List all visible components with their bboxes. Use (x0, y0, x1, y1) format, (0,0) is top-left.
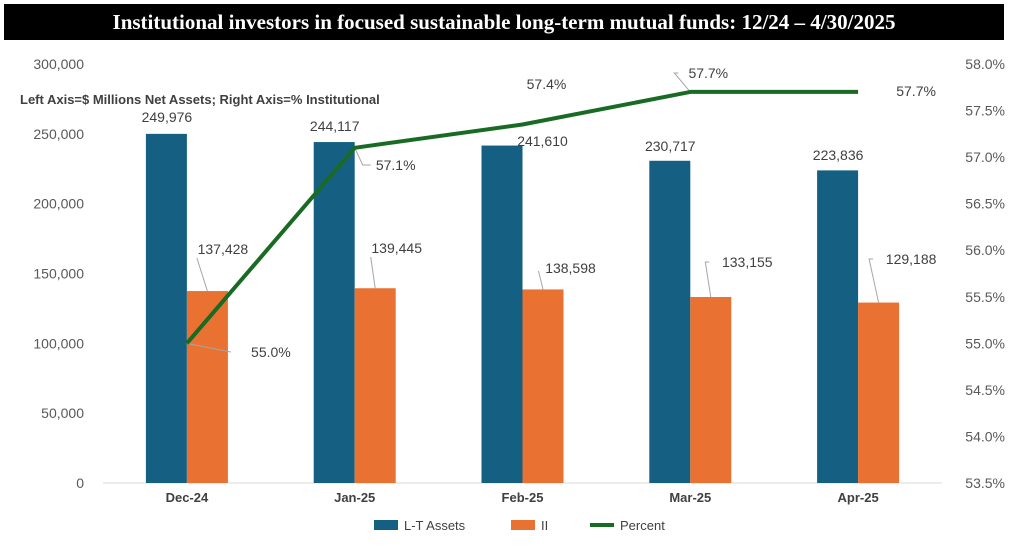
ii-bar (186, 291, 228, 483)
leader-lines (186, 72, 880, 353)
category-label: Dec-24 (166, 490, 209, 505)
category-label: Jan-25 (334, 490, 375, 505)
right-axis-tick-label: 56.0% (965, 242, 1005, 258)
category-label: Mar-25 (669, 490, 711, 505)
percent-data-label: 57.4% (527, 76, 567, 92)
left-axis-tick-label: 150,000 (33, 266, 84, 282)
legend-label: Percent (620, 518, 665, 533)
lt-assets-bar (817, 170, 859, 483)
lt-assets-bar (313, 142, 355, 483)
legend-swatch (511, 520, 535, 530)
category-labels: Dec-24 Jan-25 Feb-25 Mar-25 Apr-25 (166, 490, 879, 505)
bar-series (145, 133, 900, 483)
percent-data-label: 57.7% (688, 65, 728, 81)
percent-line-series (185, 89, 859, 345)
chart-title: Institutional investors in focused susta… (4, 4, 1004, 40)
right-axis-tick-label: 55.5% (965, 289, 1005, 305)
ii-leader-line (704, 261, 712, 298)
ii-bar (690, 297, 732, 483)
lt-assets-bar (649, 160, 691, 483)
category-label: Apr-25 (838, 490, 879, 505)
lt-assets-data-label: 223,836 (813, 147, 864, 163)
legend-label: L-T Assets (404, 518, 466, 533)
right-axis-tick-label: 54.0% (965, 428, 1005, 444)
ii-leader-line (538, 270, 544, 290)
left-axis-tick-label: 250,000 (33, 126, 84, 142)
data-labels: 249,976 244,117 241,610 230,717 223,836 137,4… (142, 65, 937, 360)
lt-assets-data-label: 241,610 (517, 133, 568, 149)
left-axis-tick-label: 0 (76, 475, 84, 491)
ii-bar (522, 289, 564, 483)
ii-bar (354, 288, 396, 483)
ii-data-label: 133,155 (722, 254, 773, 270)
lt-assets-bar (145, 133, 187, 483)
percent-leader-line (186, 342, 231, 353)
left-axis-tick-label: 300,000 (33, 56, 84, 72)
ii-leader-line (370, 256, 376, 289)
right-axis-tick-label: 57.0% (965, 149, 1005, 165)
category-label: Feb-25 (502, 490, 544, 505)
percent-leader-line (354, 147, 371, 166)
ii-data-label: 129,188 (886, 251, 937, 267)
left-axis-tick-label: 50,000 (41, 405, 84, 421)
chart-subtitle: Left Axis=$ Millions Net Assets; Right A… (20, 92, 380, 107)
right-axis-tick-label: 56.5% (965, 196, 1005, 212)
percent-data-label: 55.0% (251, 344, 291, 360)
percent-data-label: 57.1% (376, 157, 416, 173)
lt-assets-data-label: 249,976 (142, 109, 193, 125)
left-axis-tick-label: 100,000 (33, 335, 84, 351)
ii-bar (858, 302, 900, 483)
right-axis-tick-label: 58.0% (965, 56, 1005, 72)
legend-swatch (374, 520, 398, 530)
right-axis-tick-label: 54.5% (965, 382, 1005, 398)
ii-data-label: 139,445 (371, 240, 422, 256)
right-axis: 53.5% 54.0% 54.5% 55.0% 55.5% 56.0% 56.5% 57.0%… (965, 56, 1005, 491)
lt-assets-data-label: 244,117 (310, 118, 360, 134)
lt-assets-data-label: 230,717 (645, 138, 696, 154)
percent-line (185, 89, 859, 345)
ii-data-label: 138,598 (545, 260, 596, 276)
percent-data-label: 57.7% (896, 83, 936, 99)
ii-data-label: 137,428 (198, 241, 249, 257)
left-axis: 0 50,000 100,000 150,000 200,000 250,000 300,0… (33, 56, 84, 491)
ii-leader-line (196, 257, 208, 292)
right-axis-tick-label: 53.5% (965, 475, 1005, 491)
lt-assets-bar (481, 145, 523, 483)
percent-leader-line (673, 72, 691, 93)
left-axis-tick-label: 200,000 (33, 196, 84, 212)
right-axis-tick-label: 57.5% (965, 103, 1005, 119)
right-axis-tick-label: 55.0% (965, 335, 1005, 351)
ii-leader-line (868, 258, 880, 303)
legend: L-T Assets II Percent (374, 518, 665, 533)
legend-label: II (541, 518, 548, 533)
